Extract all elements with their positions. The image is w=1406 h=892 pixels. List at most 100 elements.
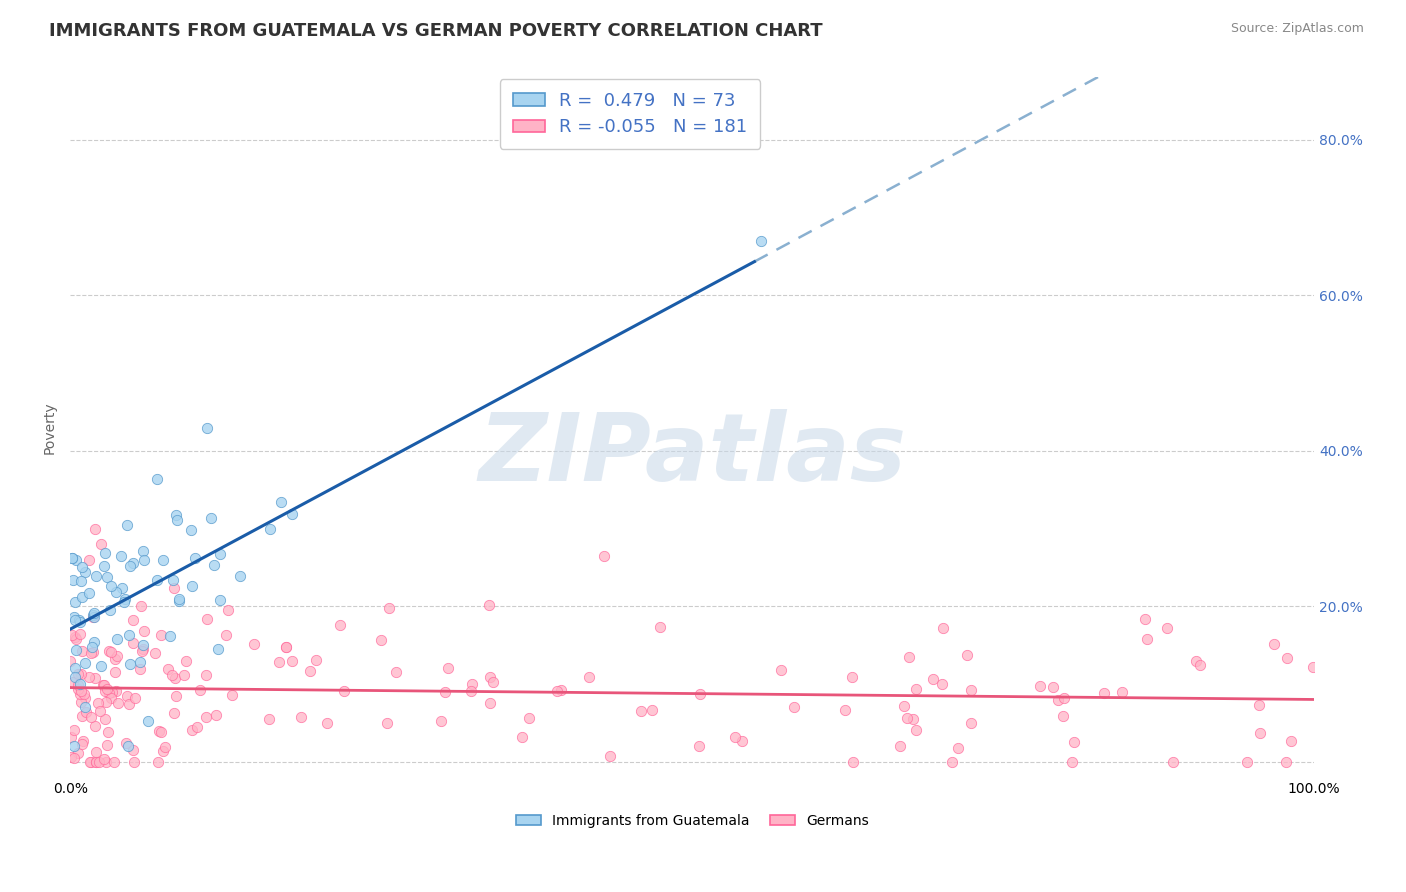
Point xyxy=(118,628,141,642)
Point xyxy=(93,752,115,766)
Text: Source: ZipAtlas.com: Source: ZipAtlas.com xyxy=(1230,22,1364,36)
Point xyxy=(195,710,218,724)
Point xyxy=(948,740,970,755)
Point xyxy=(84,755,107,769)
Point xyxy=(243,637,266,651)
Point xyxy=(84,718,107,732)
Point xyxy=(100,645,122,659)
Point xyxy=(83,635,105,649)
Point xyxy=(75,656,97,670)
Point xyxy=(118,698,141,712)
Point xyxy=(1046,693,1069,707)
Point xyxy=(143,646,166,660)
Point xyxy=(75,705,97,719)
Point xyxy=(1111,685,1133,699)
Point xyxy=(82,645,104,659)
Point xyxy=(60,551,83,566)
Point xyxy=(941,755,963,769)
Point xyxy=(270,495,292,509)
Point xyxy=(165,671,187,685)
Point xyxy=(107,696,129,710)
Point xyxy=(205,707,228,722)
Point xyxy=(132,544,155,558)
Point xyxy=(94,712,117,726)
Point xyxy=(77,586,100,600)
Point xyxy=(136,714,159,729)
Point xyxy=(104,665,127,679)
Point xyxy=(1062,755,1084,769)
Point xyxy=(132,642,155,657)
Point xyxy=(152,553,174,567)
Point xyxy=(841,669,863,683)
Point xyxy=(77,552,100,566)
Point xyxy=(316,715,339,730)
Point xyxy=(117,739,139,754)
Point xyxy=(103,755,125,769)
Point xyxy=(148,723,170,738)
Point xyxy=(599,749,621,764)
Point xyxy=(152,744,174,758)
Point xyxy=(131,638,153,652)
Point xyxy=(174,654,197,668)
Text: ZIPatlas: ZIPatlas xyxy=(478,409,907,501)
Point xyxy=(128,655,150,669)
Point xyxy=(731,734,754,748)
Point xyxy=(93,558,115,573)
Point xyxy=(905,723,928,737)
Point xyxy=(932,621,955,635)
Point xyxy=(1263,637,1285,651)
Point xyxy=(195,420,218,434)
Point xyxy=(1133,612,1156,626)
Point xyxy=(160,668,183,682)
Point xyxy=(188,682,211,697)
Point xyxy=(281,654,304,668)
Point xyxy=(69,667,91,681)
Point xyxy=(259,522,281,536)
Point xyxy=(209,593,232,607)
Point xyxy=(59,749,82,764)
Point xyxy=(1161,755,1184,769)
Point xyxy=(60,730,83,744)
Point xyxy=(305,653,328,667)
Point xyxy=(100,579,122,593)
Point xyxy=(959,683,981,698)
Point xyxy=(1185,655,1208,669)
Point xyxy=(150,725,173,739)
Point xyxy=(956,648,979,662)
Point xyxy=(104,683,127,698)
Point xyxy=(167,592,190,607)
Point xyxy=(97,686,120,700)
Point xyxy=(217,603,239,617)
Point xyxy=(517,710,540,724)
Point xyxy=(269,655,291,669)
Point xyxy=(69,695,91,709)
Point xyxy=(904,681,927,696)
Point xyxy=(931,677,953,691)
Point xyxy=(749,234,772,248)
Point xyxy=(107,648,129,663)
Point xyxy=(105,632,128,646)
Point xyxy=(70,574,93,588)
Point xyxy=(433,685,456,699)
Point xyxy=(70,737,93,751)
Point xyxy=(1029,679,1052,693)
Point xyxy=(641,703,664,717)
Point xyxy=(592,549,614,563)
Point xyxy=(1052,709,1074,723)
Point xyxy=(437,661,460,675)
Point xyxy=(115,518,138,533)
Point xyxy=(83,609,105,624)
Point xyxy=(550,683,572,698)
Point xyxy=(93,678,115,692)
Point xyxy=(63,723,86,737)
Point xyxy=(63,613,86,627)
Point xyxy=(83,671,105,685)
Point xyxy=(70,708,93,723)
Point xyxy=(1249,725,1271,739)
Point xyxy=(1189,658,1212,673)
Point xyxy=(121,613,143,627)
Point xyxy=(221,689,243,703)
Text: IMMIGRANTS FROM GUATEMALA VS GERMAN POVERTY CORRELATION CHART: IMMIGRANTS FROM GUATEMALA VS GERMAN POVE… xyxy=(49,22,823,40)
Point xyxy=(63,661,86,675)
Point xyxy=(132,553,155,567)
